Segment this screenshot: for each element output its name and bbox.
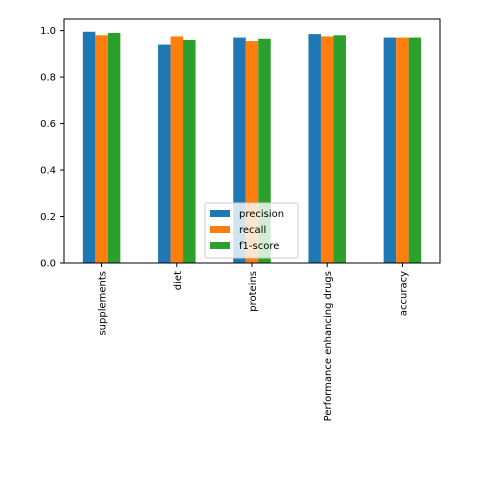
bar-precision-1	[158, 44, 171, 264]
bar-precision-4	[383, 37, 397, 264]
bar-recall-4	[396, 37, 409, 264]
x-tick-label: diet	[173, 271, 184, 290]
bar-precision-0	[82, 31, 96, 264]
x-tick-label: proteins	[248, 271, 259, 312]
y-tick-label: 0.2	[40, 212, 56, 223]
y-tick-label: 0.8	[40, 73, 56, 84]
x-tick-label: Performance enhancing drugs	[323, 271, 334, 421]
x-tick-label: supplements	[98, 271, 109, 336]
legend-swatch-recall	[210, 226, 230, 233]
legend-swatch-f1-score	[210, 242, 230, 249]
plot-frame	[63, 18, 441, 264]
bar-recall-0	[95, 35, 108, 263]
legend-label-f1-score: f1-score	[239, 241, 279, 252]
x-tick-label: accuracy	[398, 271, 409, 316]
y-tick-label: 0.6	[40, 119, 56, 130]
legend-label-precision: precision	[239, 209, 284, 220]
bar-recall-3	[320, 36, 334, 264]
x-axis: supplements diet proteins Performance enhan…	[98, 263, 409, 421]
bar-f1-score-4	[408, 37, 422, 264]
legend: precision recall f1-score	[204, 202, 299, 259]
y-tick-label: 0.0	[40, 259, 56, 270]
bar-f1-score-3	[333, 35, 346, 263]
y-tick-label: 0.4	[40, 166, 56, 177]
bar-recall-1	[170, 36, 184, 264]
bar-f1-score-1	[183, 39, 196, 263]
bar-precision-3	[308, 34, 321, 263]
bar-f1-score-0	[107, 32, 121, 263]
legend-swatch-precision	[210, 210, 230, 217]
legend-label-recall: recall	[239, 225, 266, 236]
y-axis: 0.0 0.2 0.4 0.6 0.8 1.0	[40, 26, 64, 270]
y-tick-label: 1.0	[40, 26, 56, 37]
